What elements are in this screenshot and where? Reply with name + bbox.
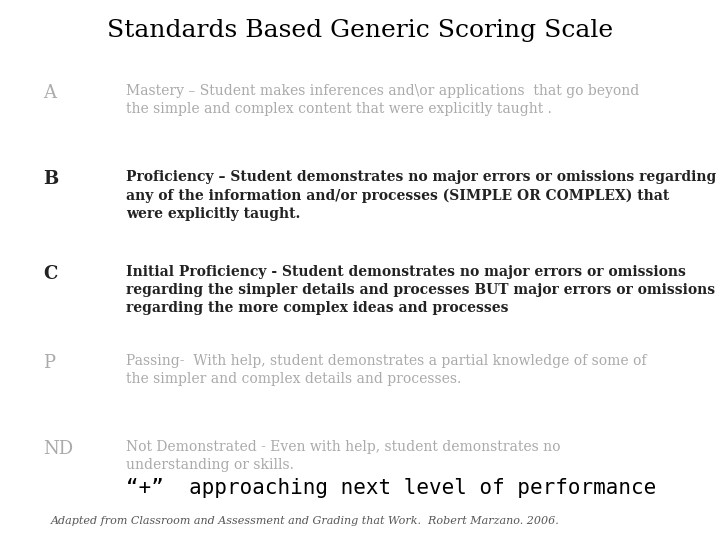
Text: Proficiency – Student demonstrates no major errors or omissions regarding
any of: Proficiency – Student demonstrates no ma…: [126, 170, 716, 221]
Text: Mastery – Student makes inferences and\or applications  that go beyond
the simpl: Mastery – Student makes inferences and\o…: [126, 84, 639, 116]
Text: Passing-  With help, student demonstrates a partial knowledge of some of
the sim: Passing- With help, student demonstrates…: [126, 354, 647, 386]
Text: Initial Proficiency - Student demonstrates no major errors or omissions
regardin: Initial Proficiency - Student demonstrat…: [126, 265, 715, 315]
Text: Adapted from Classroom and Assessment and Grading that Work.  Robert Marzano. 20: Adapted from Classroom and Assessment an…: [50, 516, 559, 526]
Text: A: A: [43, 84, 56, 102]
Text: Standards Based Generic Scoring Scale: Standards Based Generic Scoring Scale: [107, 19, 613, 42]
Text: “+”  approaching next level of performance: “+” approaching next level of performanc…: [126, 478, 656, 498]
Text: Not Demonstrated - Even with help, student demonstrates no
understanding or skil: Not Demonstrated - Even with help, stude…: [126, 440, 560, 472]
Text: ND: ND: [43, 440, 73, 458]
Text: B: B: [43, 170, 58, 188]
Text: C: C: [43, 265, 58, 282]
Text: P: P: [43, 354, 55, 372]
